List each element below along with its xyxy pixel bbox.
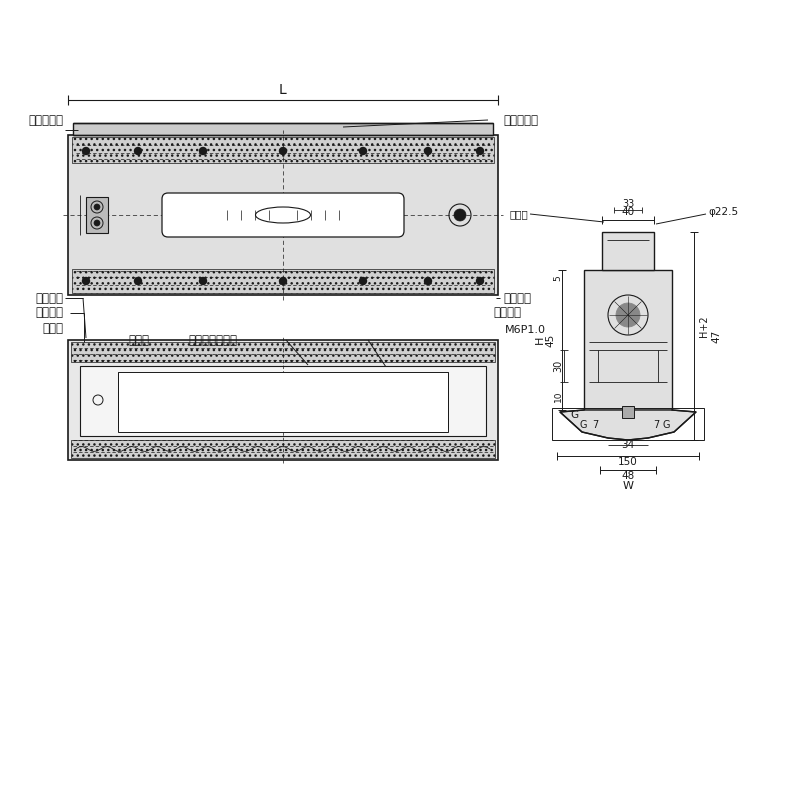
Text: φ22.5: φ22.5 [708, 207, 738, 217]
Bar [86, 197, 108, 233]
Text: 主気ほう管: 主気ほう管 [503, 114, 538, 127]
Bar [71, 342, 495, 362]
Text: 34: 34 [622, 440, 634, 450]
Bar [584, 270, 672, 410]
Text: カバー: カバー [128, 334, 149, 346]
Circle shape [199, 278, 206, 285]
Text: 副気ほう管: 副気ほう管 [28, 114, 63, 127]
Bar [118, 372, 448, 432]
Text: 調整ネジ: 調整ネジ [503, 291, 531, 305]
Text: H: H [535, 336, 545, 344]
Bar [622, 406, 634, 418]
Text: イモネジ: イモネジ [35, 291, 63, 305]
Text: W: W [622, 481, 634, 491]
Text: 調整ネジ: 調整ネジ [493, 306, 521, 319]
Circle shape [82, 147, 90, 154]
Text: カバー取付ネジ: カバー取付ネジ [188, 334, 237, 346]
Circle shape [477, 147, 483, 154]
Text: G: G [579, 420, 586, 430]
Circle shape [94, 220, 100, 226]
Circle shape [425, 147, 431, 154]
Text: M6P1.0: M6P1.0 [505, 325, 546, 335]
Bar [68, 135, 498, 295]
Text: 33: 33 [622, 199, 634, 209]
Circle shape [134, 278, 142, 285]
Text: 48: 48 [622, 471, 634, 481]
Circle shape [199, 147, 206, 154]
Text: 30: 30 [553, 360, 563, 372]
Bar [71, 440, 495, 458]
Text: 保護管: 保護管 [42, 322, 63, 334]
Circle shape [279, 278, 286, 285]
Bar [552, 408, 704, 440]
Text: L: L [279, 83, 287, 97]
Text: 7: 7 [592, 420, 598, 430]
Circle shape [359, 278, 366, 285]
Circle shape [359, 147, 366, 154]
Bar [72, 269, 494, 293]
Text: 45: 45 [545, 334, 555, 346]
Bar [80, 366, 486, 436]
FancyBboxPatch shape [162, 193, 404, 237]
Text: H+2: H+2 [699, 315, 709, 337]
Ellipse shape [255, 207, 310, 223]
Text: G: G [570, 410, 578, 420]
Circle shape [94, 204, 100, 210]
Circle shape [425, 278, 431, 285]
Bar [602, 232, 654, 270]
Text: 150: 150 [618, 457, 638, 467]
Bar [72, 137, 494, 163]
Text: イモネジ: イモネジ [35, 306, 63, 319]
Text: 10: 10 [554, 390, 562, 402]
Text: 40: 40 [622, 207, 634, 217]
Circle shape [616, 303, 640, 327]
Text: 47: 47 [711, 330, 721, 342]
Circle shape [279, 147, 286, 154]
Text: 板バネ: 板バネ [510, 209, 528, 219]
Circle shape [477, 278, 483, 285]
Bar [73, 123, 493, 135]
Bar [68, 340, 498, 460]
Polygon shape [560, 410, 696, 440]
Text: G: G [662, 420, 670, 430]
Circle shape [134, 147, 142, 154]
Text: 5: 5 [554, 275, 562, 281]
Circle shape [454, 209, 466, 221]
Circle shape [82, 278, 90, 285]
Text: 7: 7 [653, 420, 659, 430]
